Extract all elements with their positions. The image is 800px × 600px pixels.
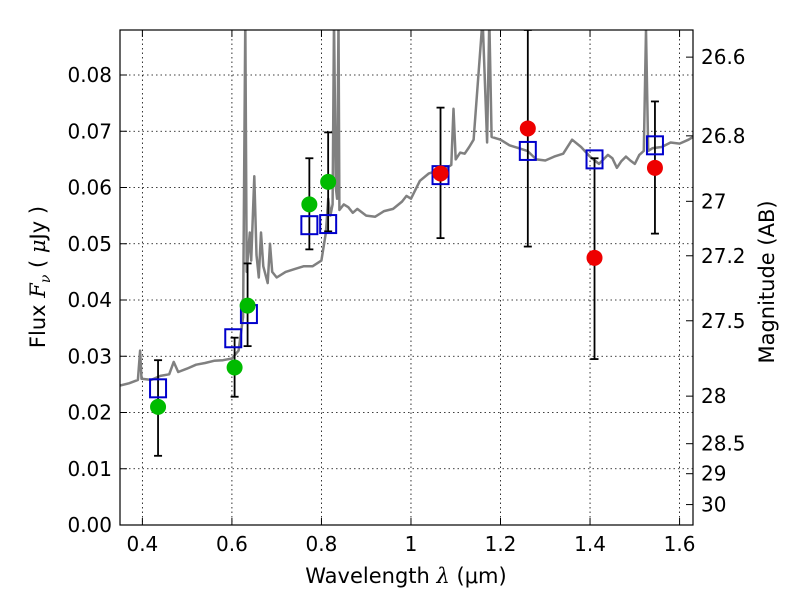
model-point — [300, 215, 319, 236]
y-tick-label: 0.05 — [67, 232, 112, 256]
observed-point — [646, 159, 663, 176]
magnitude-axis-label: Magnitude (AB) — [755, 200, 779, 363]
y-tick-label: 0.00 — [67, 513, 112, 537]
observed-point — [150, 398, 167, 415]
y-tick-label: 0.02 — [67, 401, 112, 425]
plot-frame — [119, 29, 694, 526]
x-tick-label: 1.2 — [485, 532, 517, 556]
observed-point — [239, 297, 256, 314]
magnitude-tick-label: 27 — [701, 189, 726, 213]
observed-layer — [150, 120, 663, 415]
observed-point — [301, 196, 318, 213]
y-tick-label: 0.08 — [67, 63, 112, 87]
y-tick-label: 0.01 — [67, 457, 112, 481]
model-point — [518, 140, 537, 161]
y-tick-label: 0.03 — [67, 344, 112, 368]
magnitude-tick-label: 27.5 — [701, 309, 746, 333]
magnitude-tick-label: 29 — [701, 462, 726, 486]
model-point — [585, 149, 604, 170]
y-tick-label: 0.06 — [67, 176, 112, 200]
magnitude-tick-label: 28 — [701, 384, 726, 408]
grid-lines — [120, 30, 693, 526]
x-tick-label: 0.8 — [306, 532, 338, 556]
model-point — [224, 328, 243, 349]
observed-point — [226, 359, 243, 376]
model-point — [319, 214, 338, 235]
observed-point — [432, 165, 449, 182]
model-point — [149, 378, 168, 399]
x-tick-label: 1 — [405, 532, 418, 556]
magnitude-tick-label: 28.5 — [701, 432, 746, 456]
magnitude-tick-label: 26.6 — [701, 45, 746, 69]
magnitude-tick-label: 27.2 — [701, 244, 746, 268]
observed-point — [519, 120, 536, 137]
observed-point — [320, 173, 337, 190]
x-tick-label: 1.4 — [574, 532, 606, 556]
x-tick-label: 0.4 — [126, 532, 158, 556]
magnitude-tick-label: 26.8 — [701, 124, 746, 148]
x-tick-label: 1.6 — [664, 532, 696, 556]
y-axis-label: Flux Fν ( μJy ) — [26, 206, 54, 348]
magnitude-axis-ticks: 26.6 26.8 27 27.2 27.5 28 28.5 29 30 — [686, 45, 746, 517]
model-point — [645, 135, 664, 156]
model-layer — [149, 135, 664, 399]
x-tick-label: 0.6 — [216, 532, 248, 556]
y-axis-ticks: 0.00 0.01 0.02 0.03 0.04 0.05 0.06 0.07 0.08 — [67, 63, 127, 537]
y-tick-label: 0.07 — [67, 119, 112, 143]
x-axis-ticks: 0.4 0.6 0.8 1 1.2 1.4 1.6 — [126, 30, 695, 556]
y-tick-label: 0.04 — [67, 288, 112, 312]
observed-point — [586, 249, 603, 266]
magnitude-tick-label: 30 — [701, 493, 726, 517]
x-axis-label: Wavelength λ (μm) — [305, 564, 506, 588]
